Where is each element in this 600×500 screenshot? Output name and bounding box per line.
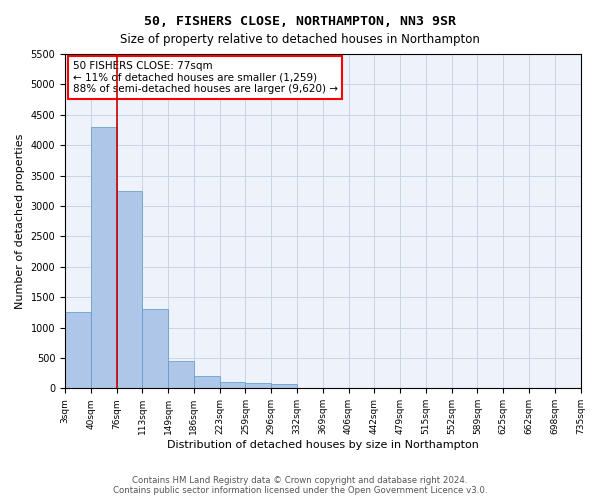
Bar [271, 384, 297, 388]
Bar [65, 312, 91, 388]
Bar [142, 310, 168, 388]
X-axis label: Distribution of detached houses by size in Northampton: Distribution of detached houses by size … [167, 440, 479, 450]
Bar [220, 382, 245, 388]
Y-axis label: Number of detached properties: Number of detached properties [15, 134, 25, 309]
Bar [194, 376, 220, 388]
Text: 50, FISHERS CLOSE, NORTHAMPTON, NN3 9SR: 50, FISHERS CLOSE, NORTHAMPTON, NN3 9SR [144, 15, 456, 28]
Bar [116, 191, 142, 388]
Bar [168, 361, 194, 388]
Text: Contains HM Land Registry data © Crown copyright and database right 2024.
Contai: Contains HM Land Registry data © Crown c… [113, 476, 487, 495]
Bar [245, 384, 271, 388]
Bar [91, 127, 116, 388]
Text: Size of property relative to detached houses in Northampton: Size of property relative to detached ho… [120, 32, 480, 46]
Text: 50 FISHERS CLOSE: 77sqm
← 11% of detached houses are smaller (1,259)
88% of semi: 50 FISHERS CLOSE: 77sqm ← 11% of detache… [73, 60, 338, 94]
